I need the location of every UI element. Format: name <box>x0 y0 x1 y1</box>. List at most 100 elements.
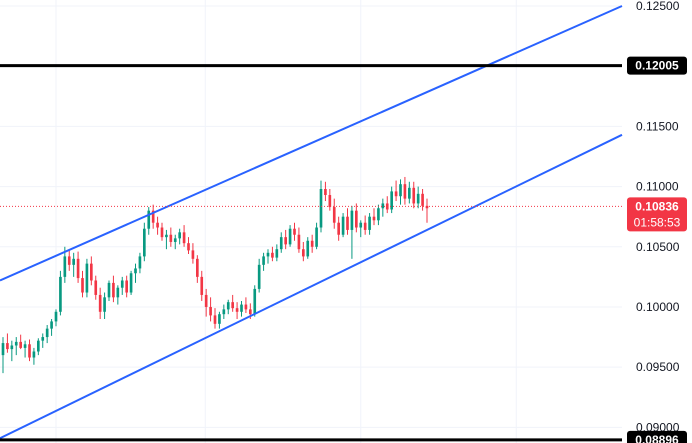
candle-body <box>85 263 89 293</box>
candle-body <box>293 228 296 235</box>
level-badge-label: 0.08896 <box>635 433 679 443</box>
candle-body <box>59 276 62 312</box>
candle-body <box>319 188 323 228</box>
candle-body <box>151 210 155 223</box>
candle-body <box>120 280 124 288</box>
candle-body <box>200 276 204 295</box>
candle-body <box>173 238 177 242</box>
candle-body <box>213 315 217 324</box>
candle-body <box>138 256 142 269</box>
candle-body <box>196 258 199 277</box>
y-tick-label: 0.09500 <box>636 360 680 374</box>
candle-body <box>226 302 230 310</box>
candle-body <box>28 344 31 358</box>
candle-body <box>67 256 71 265</box>
candle-body <box>288 228 292 245</box>
channel-line-lower <box>0 133 623 440</box>
candle-body <box>218 314 221 324</box>
candle-body <box>204 294 208 307</box>
candle-body <box>368 216 371 230</box>
candle-body <box>266 252 270 257</box>
candle-body <box>116 287 120 298</box>
candle-body <box>1 343 5 356</box>
candle-body <box>408 187 411 199</box>
candle-body <box>390 191 393 210</box>
candle-body <box>421 193 424 206</box>
y-tick-label: 0.11000 <box>636 180 679 194</box>
candle-body <box>90 263 93 281</box>
candle-body <box>54 311 58 322</box>
candle-body <box>394 191 398 197</box>
candle-body <box>231 302 234 309</box>
candle-body <box>416 193 420 204</box>
candle-body <box>32 351 36 358</box>
candle-body <box>350 210 354 230</box>
candle-body <box>253 288 257 315</box>
candle-body <box>14 341 18 346</box>
candle-body <box>50 321 53 329</box>
current-price-label: 0.10836 <box>635 199 679 213</box>
candle-body <box>359 222 363 228</box>
countdown-label: 01:58:53 <box>634 215 681 229</box>
candle-body <box>143 228 146 257</box>
candle-body <box>125 280 128 293</box>
candle-body <box>19 341 22 348</box>
candle-body <box>10 345 14 350</box>
candle-body <box>271 252 274 258</box>
candle-body <box>377 208 380 221</box>
candle-body <box>6 343 9 350</box>
candle-body <box>222 309 226 315</box>
candle-body <box>63 256 67 277</box>
candle-body <box>165 234 168 238</box>
candle-body <box>337 222 340 235</box>
y-tick-label: 0.12500 <box>636 0 680 13</box>
candle-body <box>279 237 283 250</box>
candle-body <box>306 240 310 257</box>
candle-body <box>425 205 429 209</box>
candle-body <box>332 207 336 223</box>
candle-body <box>187 243 190 251</box>
candle-body <box>302 249 305 257</box>
candle-body <box>310 240 314 247</box>
candle-body <box>191 250 195 259</box>
candle-body <box>257 264 261 289</box>
candle-body <box>72 258 75 265</box>
candle-body <box>37 340 40 352</box>
candle-body <box>81 278 84 293</box>
candle-body <box>41 337 45 341</box>
level-badge-label: 0.12005 <box>635 59 679 73</box>
candle-body <box>244 304 248 310</box>
current-price-badge <box>627 197 687 232</box>
candle-body <box>147 210 151 229</box>
candle-body <box>209 306 212 316</box>
candle-body <box>98 294 102 312</box>
candle-body <box>249 309 252 315</box>
candle-body <box>363 222 367 230</box>
y-tick-label: 0.10000 <box>636 300 680 314</box>
channel-line-upper <box>0 5 623 282</box>
candle-body <box>403 184 407 199</box>
candle-body <box>399 184 402 197</box>
candle-body <box>372 216 376 221</box>
candle-body <box>160 227 164 238</box>
candle-body <box>107 282 111 298</box>
candle-body <box>169 234 173 242</box>
level-badge <box>627 56 687 75</box>
candle-body <box>240 304 243 312</box>
candle-body <box>284 237 287 245</box>
candle-body <box>315 227 318 247</box>
candle-body <box>23 344 27 348</box>
candle-body <box>297 234 301 250</box>
candle-body <box>156 222 159 228</box>
candle-body <box>328 195 332 208</box>
candle-body <box>103 297 106 312</box>
level-badge <box>627 430 687 443</box>
candle-body <box>355 210 358 228</box>
candle-body <box>94 280 98 295</box>
candle-body <box>182 232 186 244</box>
candle-body <box>178 232 181 239</box>
candle-body <box>45 328 49 338</box>
candle-body <box>412 187 416 204</box>
